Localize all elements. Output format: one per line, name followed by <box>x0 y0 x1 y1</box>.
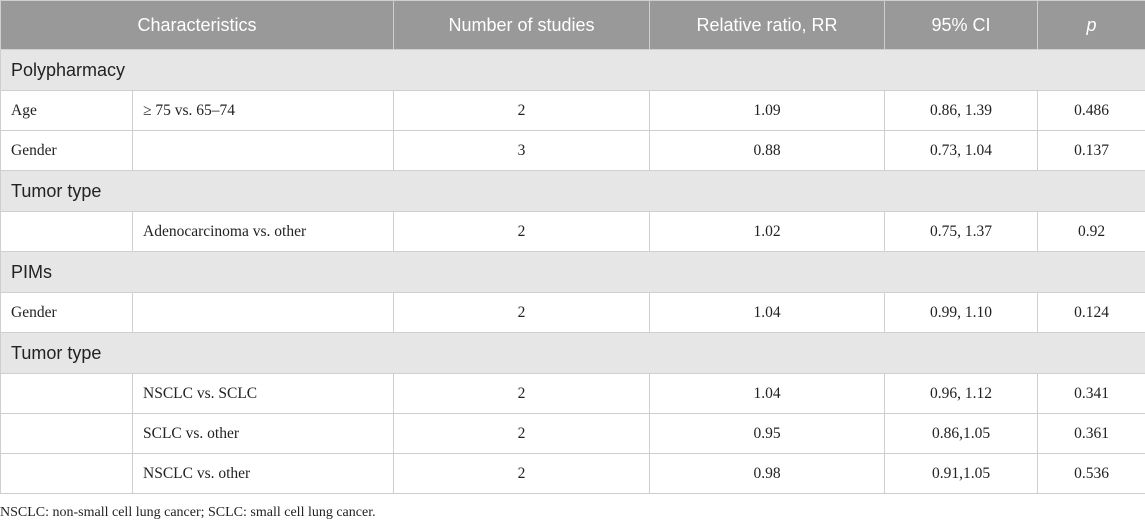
cell-characteristic: Gender <box>0 130 133 171</box>
cell-studies: 2 <box>393 453 650 494</box>
cell-p: 0.137 <box>1037 130 1145 171</box>
cell-rr: 0.95 <box>649 413 885 454</box>
cell-p: 0.124 <box>1037 292 1145 333</box>
cell-rr: 1.02 <box>649 211 885 252</box>
cell-rr: 1.04 <box>649 373 885 414</box>
results-table: Characteristics Number of studies Relati… <box>0 0 1145 494</box>
cell-subgroup: ≥ 75 vs. 65–74 <box>132 90 394 131</box>
cell-subgroup <box>132 292 394 333</box>
table-footnote: NSCLC: non-small cell lung cancer; SCLC:… <box>0 505 376 520</box>
cell-characteristic: Age <box>0 90 133 131</box>
cell-rr: 1.09 <box>649 90 885 131</box>
header-p: p <box>1037 0 1145 50</box>
cell-p: 0.92 <box>1037 211 1145 252</box>
section-label: Tumor type <box>0 170 1145 212</box>
cell-subgroup: Adenocarcinoma vs. other <box>132 211 394 252</box>
header-studies: Number of studies <box>393 0 650 50</box>
cell-p: 0.486 <box>1037 90 1145 131</box>
cell-subgroup: NSCLC vs. other <box>132 453 394 494</box>
section-row-tumor-type: Tumor type <box>0 170 1145 212</box>
cell-characteristic <box>0 453 133 494</box>
cell-ci: 0.75, 1.37 <box>884 211 1038 252</box>
table-row: SCLC vs. other 2 0.95 0.86,1.05 0.361 <box>0 413 1145 454</box>
table-row: NSCLC vs. SCLC 2 1.04 0.96, 1.12 0.341 <box>0 373 1145 414</box>
cell-studies: 2 <box>393 413 650 454</box>
cell-ci: 0.86,1.05 <box>884 413 1038 454</box>
table-row: Gender 3 0.88 0.73, 1.04 0.137 <box>0 130 1145 171</box>
header-characteristics: Characteristics <box>0 0 394 50</box>
cell-ci: 0.99, 1.10 <box>884 292 1038 333</box>
cell-characteristic <box>0 373 133 414</box>
header-rr: Relative ratio, RR <box>649 0 885 50</box>
cell-studies: 2 <box>393 90 650 131</box>
section-row-polypharmacy: Polypharmacy <box>0 49 1145 91</box>
cell-studies: 2 <box>393 211 650 252</box>
section-label: PIMs <box>0 251 1145 293</box>
cell-subgroup: NSCLC vs. SCLC <box>132 373 394 414</box>
table-row: Gender 2 1.04 0.99, 1.10 0.124 <box>0 292 1145 333</box>
cell-characteristic <box>0 211 133 252</box>
section-label: Tumor type <box>0 332 1145 374</box>
section-row-tumor-type: Tumor type <box>0 332 1145 374</box>
cell-subgroup: SCLC vs. other <box>132 413 394 454</box>
cell-rr: 0.98 <box>649 453 885 494</box>
cell-characteristic <box>0 413 133 454</box>
section-label: Polypharmacy <box>0 49 1145 91</box>
cell-studies: 3 <box>393 130 650 171</box>
section-row-pims: PIMs <box>0 251 1145 293</box>
cell-p: 0.536 <box>1037 453 1145 494</box>
cell-subgroup <box>132 130 394 171</box>
cell-p: 0.341 <box>1037 373 1145 414</box>
cell-studies: 2 <box>393 292 650 333</box>
header-row: Characteristics Number of studies Relati… <box>0 0 1145 50</box>
table-row: Age ≥ 75 vs. 65–74 2 1.09 0.86, 1.39 0.4… <box>0 90 1145 131</box>
header-ci: 95% CI <box>884 0 1038 50</box>
cell-rr: 1.04 <box>649 292 885 333</box>
cell-ci: 0.86, 1.39 <box>884 90 1038 131</box>
cell-rr: 0.88 <box>649 130 885 171</box>
cell-p: 0.361 <box>1037 413 1145 454</box>
cell-ci: 0.91,1.05 <box>884 453 1038 494</box>
cell-characteristic: Gender <box>0 292 133 333</box>
cell-ci: 0.96, 1.12 <box>884 373 1038 414</box>
cell-ci: 0.73, 1.04 <box>884 130 1038 171</box>
table-row: NSCLC vs. other 2 0.98 0.91,1.05 0.536 <box>0 453 1145 494</box>
table-row: Adenocarcinoma vs. other 2 1.02 0.75, 1.… <box>0 211 1145 252</box>
cell-studies: 2 <box>393 373 650 414</box>
